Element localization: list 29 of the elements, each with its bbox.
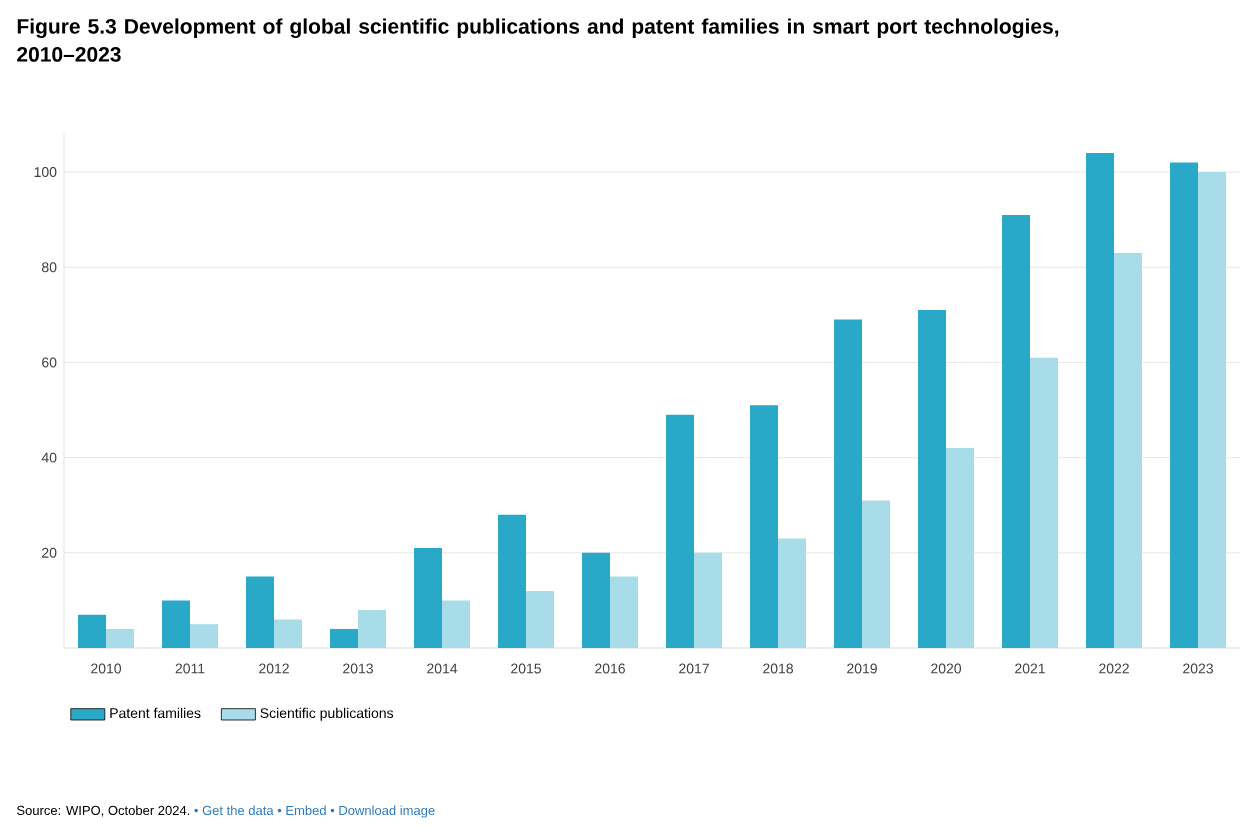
bar (246, 576, 275, 648)
bar (1198, 172, 1227, 648)
bar (1002, 214, 1031, 648)
bar (190, 624, 219, 648)
bar (610, 576, 639, 648)
bar (1114, 252, 1143, 648)
bar (442, 600, 471, 648)
bar (666, 414, 695, 648)
bar (414, 548, 443, 648)
bar (750, 405, 779, 648)
bar (946, 448, 975, 648)
bar (694, 552, 723, 648)
bar (526, 590, 555, 648)
bar (1170, 162, 1199, 648)
bar (862, 500, 891, 648)
bar (778, 538, 807, 648)
bar (582, 552, 611, 648)
bar (330, 628, 359, 648)
bar (162, 600, 191, 648)
bar (1086, 153, 1115, 648)
chart-title: Figure 5.3 Development of global scientific publications and patent families in smart port technologies, 2010–2023 (17, 18, 1059, 62)
bar (358, 609, 387, 648)
bar (918, 310, 947, 648)
bar (1030, 357, 1059, 648)
bar (106, 628, 135, 648)
bar (498, 514, 527, 648)
bar (78, 614, 107, 648)
bar (274, 619, 303, 648)
bar (834, 319, 863, 648)
